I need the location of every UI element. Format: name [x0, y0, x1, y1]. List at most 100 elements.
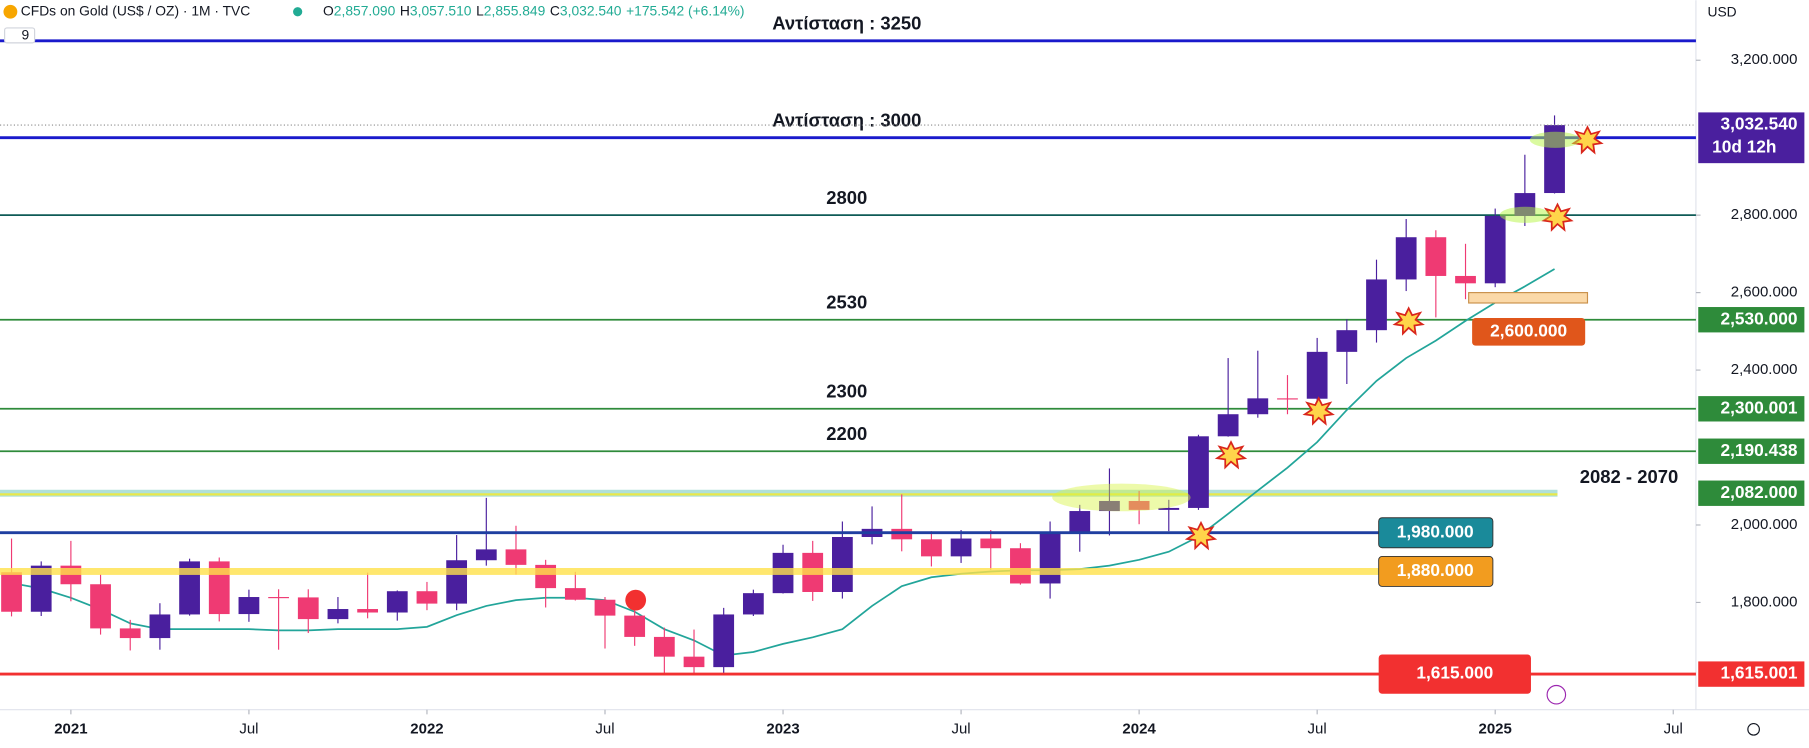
symbol: CFDs on Gold (US$ / OZ) · 1M · TVC	[21, 2, 250, 18]
zone-band	[0, 489, 1558, 497]
candle-body	[119, 628, 141, 639]
axis-badge	[1698, 661, 1805, 687]
plot: 1,800.000 2,000.000 2,400.000 2,600.000 2,80…	[0, 13, 1805, 737]
candle-body	[921, 539, 942, 557]
badge-label: 1,615.000	[1416, 663, 1493, 683]
y-tick-label: 2,800.000	[1731, 206, 1798, 223]
y-tick-label: 2,400.000	[1731, 361, 1798, 378]
markers	[1184, 125, 1604, 551]
currency-box[interactable]	[1700, 2, 1805, 24]
key: H	[400, 2, 410, 18]
level-label: 2800	[826, 187, 867, 208]
candle-body	[624, 615, 646, 637]
candle-body	[416, 591, 438, 604]
axis-badge-label: 2,190.438	[1721, 440, 1798, 460]
x-tick-label: 2024	[1122, 720, 1156, 737]
candle-body	[357, 609, 378, 613]
candle-body	[1188, 436, 1209, 508]
candle-body	[1425, 237, 1447, 276]
axis-badge	[1698, 480, 1805, 506]
candle-body	[90, 584, 111, 629]
close: 3,032.540	[560, 2, 622, 18]
ohlc: O2,857.090 H3,057.510 L2,855.849 C3,032.540…	[323, 2, 744, 18]
axis-badge-label: 2,082.000	[1721, 482, 1798, 502]
y-tick-label: 2,000.000	[1731, 516, 1798, 533]
badge-label: 1,980.000	[1397, 521, 1474, 541]
badge-box	[1378, 654, 1531, 694]
candle-body	[1277, 398, 1298, 400]
level-label: Αντίσταση : 3000	[772, 109, 921, 130]
x-tick-label: Jul	[951, 720, 970, 737]
x-tick-label: 2022	[410, 720, 443, 737]
star-marker	[1302, 396, 1335, 426]
indicator-count: 9	[22, 27, 30, 43]
axis-badge-label: 1,615.001	[1721, 663, 1798, 683]
symbol-icon	[3, 4, 18, 19]
key: L	[476, 2, 484, 18]
x-tick-label: Jul	[1664, 720, 1683, 737]
x-tick-label: 2021	[54, 720, 87, 737]
star-marker	[1571, 125, 1604, 155]
candle-body	[1455, 275, 1476, 284]
candle-body	[653, 636, 675, 657]
y-tick-label: 2,600.000	[1731, 284, 1798, 301]
x-tick-label: 2023	[766, 720, 799, 737]
candle-body	[1306, 351, 1328, 399]
candle-body	[980, 538, 1002, 549]
candle-body	[1395, 237, 1417, 280]
candle-body	[1158, 507, 1180, 510]
last-price-badge	[1698, 112, 1805, 164]
highlight-ellipse	[1529, 131, 1581, 148]
high: 3,057.510	[410, 2, 472, 18]
axis-badge-label: 2,300.001	[1721, 397, 1798, 417]
level-label: 2200	[826, 423, 867, 444]
badge-box	[1378, 556, 1494, 587]
x-tick-label: Jul	[239, 720, 258, 737]
level-label: Αντίσταση : 3250	[772, 13, 921, 34]
moving-average	[11, 268, 1555, 657]
axis-badge	[1698, 307, 1805, 333]
x-tick-label: Jul	[595, 720, 614, 737]
settings-button[interactable]	[1747, 722, 1760, 736]
candle-body	[505, 549, 527, 565]
candle-body	[713, 614, 735, 668]
candle-body	[1336, 330, 1358, 352]
key: C	[550, 2, 560, 18]
axis-badge-label: 2,530.000	[1721, 308, 1798, 328]
candle-body	[1069, 511, 1091, 532]
star-marker	[1214, 440, 1248, 470]
candle-body	[1039, 531, 1061, 584]
candle-body	[268, 597, 289, 599]
x-tick-label: Jul	[1308, 720, 1327, 737]
candle-body	[30, 565, 52, 612]
level-zone	[1468, 292, 1589, 304]
y-tick-label: 1,800.000	[1731, 593, 1798, 610]
level-line	[0, 568, 1379, 575]
replay-button[interactable]	[1546, 684, 1567, 705]
candle-body	[1217, 414, 1239, 437]
candle-body	[327, 609, 349, 620]
star-marker	[1184, 520, 1218, 551]
candle-body	[1484, 215, 1506, 284]
level-label: 2530	[826, 291, 867, 312]
open: 2,857.090	[334, 2, 396, 18]
indicator-toggle[interactable]	[4, 27, 36, 44]
badge-box	[1378, 517, 1494, 549]
candle-body	[238, 597, 260, 615]
candle-body	[1366, 279, 1387, 331]
countdown: 10d 12h	[1712, 137, 1776, 157]
candle-body	[594, 599, 616, 616]
candle-body	[1010, 548, 1031, 584]
level-label: 2300	[826, 381, 867, 402]
key: O	[323, 2, 334, 18]
star-marker	[1392, 306, 1425, 336]
candle-body	[149, 614, 171, 639]
axis-badge	[1698, 396, 1805, 422]
status-dot	[293, 7, 303, 17]
candle-body	[297, 597, 319, 620]
event-marker[interactable]	[625, 589, 647, 611]
x-tick-label: 2025	[1479, 720, 1512, 737]
badge-label: 2,600.000	[1490, 320, 1567, 340]
